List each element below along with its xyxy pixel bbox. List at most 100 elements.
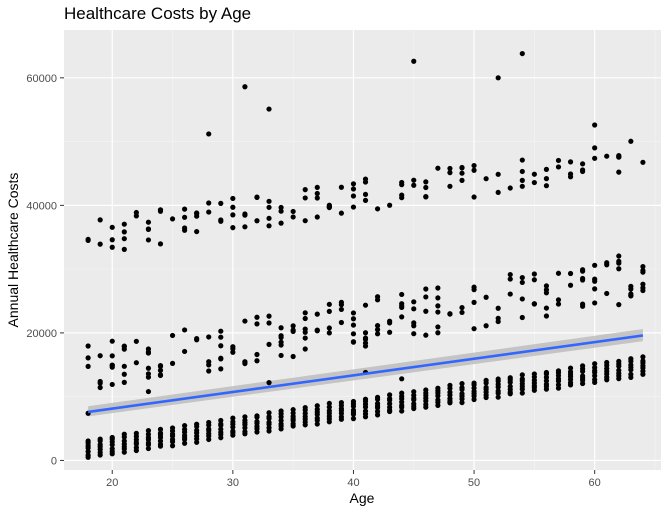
data-point bbox=[194, 337, 200, 343]
data-point bbox=[314, 327, 320, 333]
data-point bbox=[145, 428, 152, 434]
data-point bbox=[109, 434, 115, 441]
data-point bbox=[640, 269, 646, 275]
data-point bbox=[399, 314, 405, 320]
data-point bbox=[387, 329, 393, 335]
y-axis-title: Annual Healthcare Costs bbox=[5, 173, 21, 328]
data-point bbox=[447, 170, 453, 176]
data-point bbox=[109, 446, 115, 452]
data-point bbox=[471, 299, 477, 305]
data-point bbox=[362, 396, 369, 402]
data-point bbox=[350, 193, 357, 199]
data-point bbox=[399, 192, 405, 198]
data-point bbox=[362, 408, 369, 414]
data-point bbox=[507, 276, 513, 282]
data-point bbox=[604, 153, 610, 159]
data-point bbox=[471, 162, 477, 169]
data-point bbox=[447, 382, 453, 388]
data-point bbox=[338, 306, 344, 313]
data-point bbox=[194, 228, 200, 235]
data-point bbox=[266, 320, 272, 326]
data-point bbox=[507, 291, 513, 297]
data-point bbox=[350, 181, 357, 187]
data-point bbox=[604, 260, 610, 266]
data-point bbox=[435, 324, 441, 330]
data-point bbox=[543, 166, 550, 172]
data-point bbox=[580, 161, 586, 167]
data-point bbox=[338, 319, 344, 326]
data-point bbox=[616, 258, 622, 264]
data-point bbox=[628, 138, 634, 144]
data-point bbox=[278, 334, 284, 341]
data-point bbox=[362, 343, 369, 349]
data-point bbox=[531, 171, 537, 177]
data-point bbox=[567, 369, 574, 375]
data-points bbox=[85, 50, 646, 460]
data-point bbox=[290, 327, 296, 333]
data-point bbox=[278, 339, 284, 345]
data-point bbox=[411, 389, 417, 395]
data-point bbox=[169, 425, 176, 431]
data-point bbox=[133, 360, 139, 366]
data-point bbox=[145, 431, 152, 437]
data-point bbox=[459, 164, 465, 171]
data-point bbox=[326, 325, 332, 331]
data-point bbox=[302, 315, 308, 322]
data-point bbox=[604, 290, 610, 297]
data-point bbox=[640, 354, 646, 360]
data-point bbox=[435, 309, 441, 315]
data-point bbox=[423, 387, 429, 393]
data-point bbox=[218, 426, 224, 432]
data-point bbox=[580, 303, 586, 309]
y-axis-ticks: 0 20000 40000 60000 bbox=[26, 73, 64, 467]
data-point bbox=[157, 367, 164, 373]
data-point bbox=[580, 268, 586, 274]
data-point bbox=[543, 305, 550, 311]
data-point bbox=[145, 226, 152, 232]
data-point bbox=[435, 385, 441, 391]
data-point bbox=[206, 131, 212, 137]
data-point bbox=[543, 369, 550, 376]
data-point bbox=[338, 210, 344, 216]
data-point bbox=[580, 373, 586, 379]
data-point bbox=[121, 221, 127, 227]
data-point bbox=[411, 299, 417, 305]
trend-line-path bbox=[87, 334, 644, 414]
data-point bbox=[97, 384, 103, 391]
data-point bbox=[362, 197, 369, 203]
data-point bbox=[218, 200, 224, 206]
data-point bbox=[206, 200, 212, 206]
data-point bbox=[278, 408, 284, 414]
data-point bbox=[290, 323, 296, 329]
data-point bbox=[266, 341, 272, 347]
data-point bbox=[242, 359, 248, 365]
data-point bbox=[278, 220, 284, 226]
data-point bbox=[435, 397, 441, 403]
data-point bbox=[326, 408, 332, 414]
data-point bbox=[157, 207, 164, 213]
data-point bbox=[555, 157, 562, 164]
data-point bbox=[507, 271, 513, 278]
data-point bbox=[374, 394, 381, 400]
data-point bbox=[121, 438, 127, 444]
data-point bbox=[218, 355, 224, 361]
data-point bbox=[314, 406, 320, 412]
data-point bbox=[278, 417, 284, 424]
data-point bbox=[121, 236, 127, 242]
data-point bbox=[302, 195, 308, 201]
data-point bbox=[543, 176, 550, 182]
data-point bbox=[483, 176, 489, 182]
x-tick-label: 40 bbox=[347, 477, 359, 489]
data-point bbox=[169, 332, 176, 339]
data-point bbox=[616, 266, 622, 272]
data-point bbox=[145, 374, 152, 380]
data-point bbox=[555, 164, 562, 170]
data-point bbox=[447, 389, 453, 395]
data-point bbox=[519, 314, 525, 321]
data-point bbox=[109, 353, 115, 359]
data-point bbox=[121, 246, 127, 252]
data-point bbox=[507, 185, 513, 191]
data-point bbox=[230, 415, 236, 421]
data-point bbox=[374, 327, 381, 333]
data-point bbox=[519, 177, 525, 183]
